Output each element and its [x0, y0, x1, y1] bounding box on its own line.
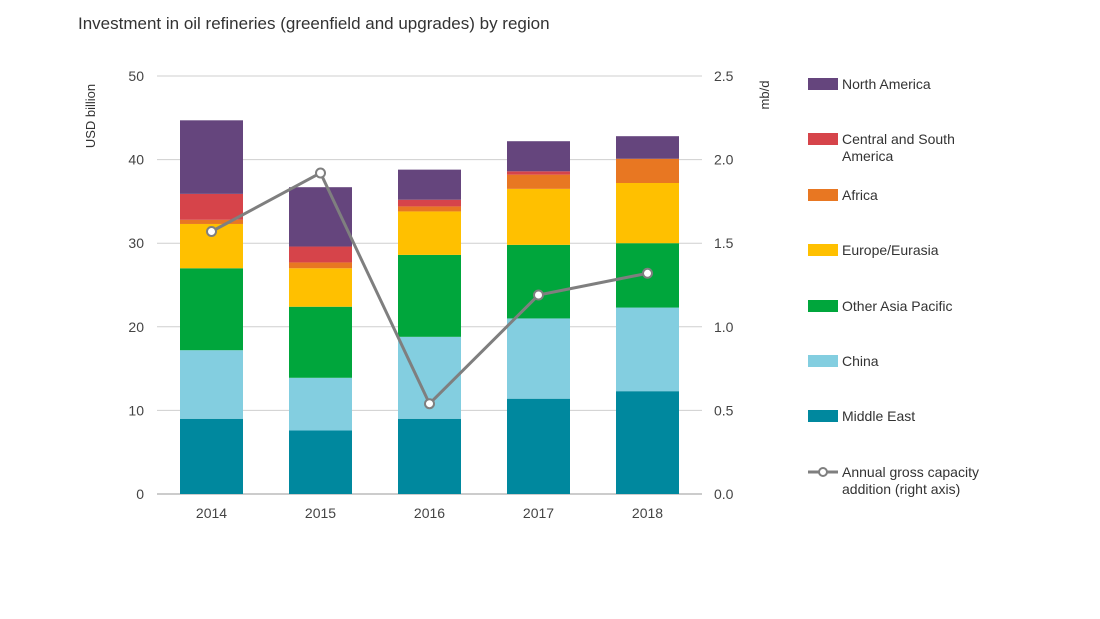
- bar-segment: [616, 158, 679, 184]
- bar-segment: [180, 350, 243, 419]
- legend-label: Europe/Eurasia: [842, 242, 939, 258]
- bar-segment: [616, 183, 679, 244]
- legend-label: addition (right axis): [842, 481, 960, 497]
- legend-swatch: [808, 300, 838, 312]
- right-axis-tick: 2.0: [714, 152, 734, 168]
- legend-swatch: [808, 355, 838, 367]
- capacity-point: [315, 167, 326, 179]
- bar-segment: [289, 430, 352, 494]
- legend-label: Other Asia Pacific: [842, 298, 953, 314]
- left-axis-tick: 40: [128, 152, 144, 168]
- bar-segment: [507, 188, 570, 245]
- x-axis-tick: 2015: [305, 505, 336, 521]
- legend-line-marker: [818, 467, 828, 477]
- legend-swatch: [808, 78, 838, 90]
- legend-swatch: [808, 189, 838, 201]
- bar-segment: [398, 211, 461, 255]
- bar-segment: [507, 171, 570, 175]
- bar-segment: [398, 206, 461, 212]
- left-axis-tick: 50: [128, 68, 144, 84]
- legend-swatch: [808, 133, 838, 145]
- legend-swatch: [808, 244, 838, 256]
- bar-segment: [398, 199, 461, 207]
- bar-segment: [398, 254, 461, 337]
- legend-swatch: [808, 410, 838, 422]
- right-axis-tick: 0.0: [714, 486, 734, 502]
- bar-segment: [180, 120, 243, 194]
- capacity-point: [533, 289, 544, 301]
- bar-segment: [507, 398, 570, 494]
- chart-title: Investment in oil refineries (greenfield…: [78, 14, 550, 33]
- bar-segment: [289, 262, 352, 269]
- bar-segment: [398, 169, 461, 200]
- bar-segment: [616, 136, 679, 159]
- right-axis-label: mb/d: [757, 81, 772, 110]
- left-axis-label: USD billion: [83, 84, 98, 148]
- bar-segment: [289, 306, 352, 378]
- right-axis-tick: 2.5: [714, 68, 734, 84]
- bar-segment: [180, 219, 243, 224]
- left-axis-tick: 30: [128, 235, 144, 251]
- x-axis-tick: 2018: [632, 505, 663, 521]
- bar-segment: [398, 418, 461, 494]
- bar-segment: [289, 246, 352, 263]
- bar-segment: [507, 244, 570, 319]
- bar-segment: [507, 174, 570, 189]
- capacity-point: [424, 398, 435, 410]
- legend-label: Africa: [842, 187, 878, 203]
- bar-segment: [616, 391, 679, 494]
- left-axis-tick: 20: [128, 319, 144, 335]
- legend-label: America: [842, 148, 894, 164]
- x-axis-tick: 2014: [196, 505, 227, 521]
- right-axis-tick: 1.5: [714, 235, 734, 251]
- bar-segment: [180, 418, 243, 494]
- legend-label: China: [842, 353, 879, 369]
- right-axis-tick: 0.5: [714, 402, 734, 418]
- legend-label: Middle East: [842, 408, 915, 424]
- legend-label: North America: [842, 76, 931, 92]
- left-axis-tick: 0: [136, 486, 144, 502]
- bar-segment: [616, 307, 679, 392]
- bar-segment: [180, 268, 243, 351]
- bar-segment: [289, 268, 352, 307]
- left-axis-tick: 10: [128, 402, 144, 418]
- legend-label: Annual gross capacity: [842, 464, 979, 480]
- x-axis-tick: 2017: [523, 505, 554, 521]
- legend-label: Central and South: [842, 131, 955, 147]
- capacity-point: [206, 225, 217, 237]
- bar-segment: [180, 193, 243, 220]
- bar-segment: [289, 377, 352, 431]
- right-axis-tick: 1.0: [714, 319, 734, 335]
- capacity-point: [642, 267, 653, 279]
- x-axis-tick: 2016: [414, 505, 445, 521]
- bar-segment: [507, 318, 570, 399]
- bar-segment: [507, 141, 570, 172]
